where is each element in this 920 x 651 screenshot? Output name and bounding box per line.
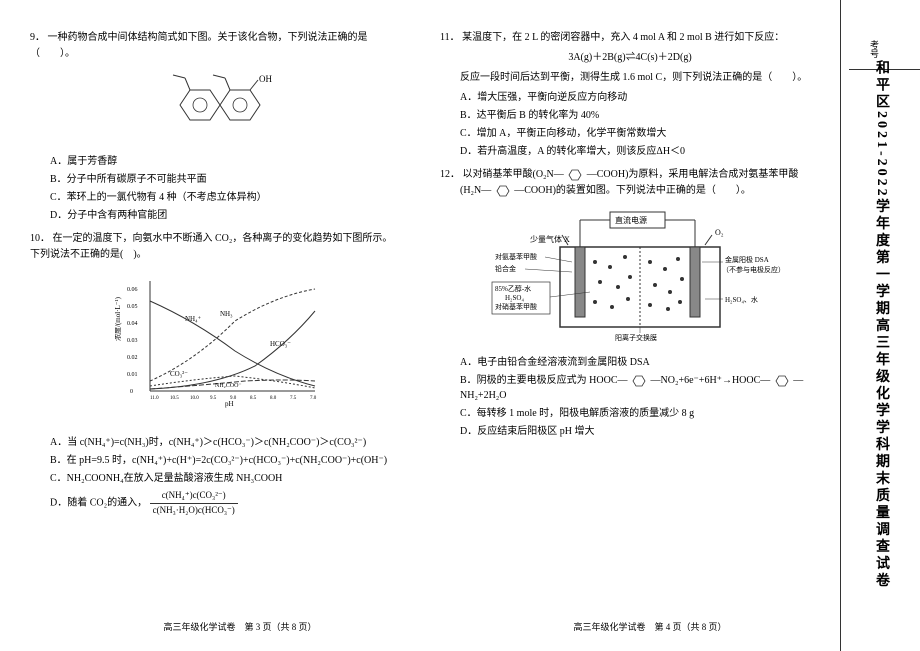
svg-text:O₂: O₂ <box>715 228 724 237</box>
svg-text:铅合金: 铅合金 <box>495 264 516 273</box>
q11-option-d: D．若升高温度，A 的转化率增大，则该反应ΔH＜0 <box>460 144 820 159</box>
benzene-icon <box>566 168 584 182</box>
question-12: 12． 以对硝基苯甲酸(O₂N— —COOH)为原料，采用电解法合成对氨基苯甲酸… <box>440 167 820 439</box>
q10-option-c: C．NH₂COONH₄在放入足量盐酸溶液生成 NH₃COOH <box>50 471 400 486</box>
q9-option-b: B．分子中所有碳原子不可能共平面 <box>50 172 400 187</box>
footer-left: 高三年级化学试卷 第 3 页（共 8 页） <box>30 620 450 633</box>
svg-text:7.0: 7.0 <box>310 396 317 401</box>
q12-b-part2: —NO₂+6e⁻+6H⁺→HOOC— <box>651 375 771 386</box>
q12-options: A．电子由铅合金经溶液流到金属阳极 DSA B．阴极的主要电极反应式为 HOOC… <box>460 355 820 439</box>
svg-text:10.0: 10.0 <box>190 396 199 401</box>
q12-b-part1: B．阴极的主要电极反应式为 HOOC— <box>460 375 628 386</box>
page-right: 11． 某温度下，在 2 L 的密闭容器中，充入 4 mol A 和 2 mol… <box>420 0 840 651</box>
concentration-chart-svg: 浓度/(mol·L⁻¹) pH 0 0.01 0.02 0.03 0.04 0.… <box>115 271 335 421</box>
svg-text:8.0: 8.0 <box>270 396 277 401</box>
svg-text:直流电源: 直流电源 <box>615 215 647 225</box>
svg-text:对硝基苯甲酸: 对硝基苯甲酸 <box>495 302 537 311</box>
svg-text:NH₄⁺: NH₄⁺ <box>185 315 202 323</box>
q9-option-a: A．属于芳香醇 <box>50 154 400 169</box>
svg-text:85%乙醇-水: 85%乙醇-水 <box>495 284 531 293</box>
q9-option-c: C．苯环上的一氯代物有 4 种（不考虑立体异构） <box>50 190 400 205</box>
benzene-icon <box>630 374 648 388</box>
svg-text:0.01: 0.01 <box>127 372 138 378</box>
q10-text: 在一定的温度下，向氨水中不断通入 CO₂，各种离子的变化趋势如下图所示。下列说法… <box>30 233 392 260</box>
q11-text2: 反应一段时间后达到平衡，测得生成 1.6 mol C，则下列说法正确的是（ ）。 <box>460 70 820 86</box>
q11-option-c: C．增加 A，平衡正向移动，化学平衡常数增大 <box>460 126 820 141</box>
svg-text:0.03: 0.03 <box>127 338 138 344</box>
q9-text: 一种药物合成中间体结构简式如下图。关于该化合物，下列说法正确的是（ ）。 <box>30 32 368 59</box>
q12-option-d: D．反应结束后阳极区 pH 增大 <box>460 424 820 439</box>
q10-number: 10． <box>30 233 50 244</box>
q12-text2b: —COOH)的装置如图。下列说法中正确的是（ ）。 <box>514 185 751 196</box>
svg-text:7.5: 7.5 <box>290 396 297 401</box>
label-name: 姓名 <box>899 40 920 70</box>
page-container: 9． 一种药物合成中间体结构简式如下图。关于该化合物，下列说法正确的是（ ）。 … <box>0 0 920 651</box>
molecule-svg: OH <box>155 70 275 140</box>
question-9: 9． 一种药物合成中间体结构简式如下图。关于该化合物，下列说法正确的是（ ）。 … <box>30 30 400 223</box>
q10-option-d: D．随着 CO₂的通入， c(NH₄⁺)c(CO₃²⁻) c(NH₃·H₂O)c… <box>50 489 400 517</box>
page-left: 9． 一种药物合成中间体结构简式如下图。关于该化合物，下列说法正确的是（ ）。 … <box>0 0 420 651</box>
svg-text:少量气体 X: 少量气体 X <box>530 234 570 244</box>
svg-text:9.5: 9.5 <box>210 396 217 401</box>
q10-options: A．当 c(NH₄⁺)=c(NH₃)时，c(NH₄⁺)＞c(HCO₃⁻)＞c(N… <box>50 435 400 517</box>
q11-equation: 3A(g)＋2B(g)⇌4C(s)＋2D(g) <box>440 50 820 66</box>
q11-option-a: A．增大压强，平衡向逆反应方向移动 <box>460 90 820 105</box>
svg-text:10.5: 10.5 <box>170 396 179 401</box>
benzene-icon <box>773 374 791 388</box>
q12-option-b: B．阴极的主要电极反应式为 HOOC— —NO₂+6e⁻+6H⁺→HOOC— —… <box>460 373 820 403</box>
svg-text:HCO₃⁻: HCO₃⁻ <box>270 340 291 348</box>
svg-text:OH: OH <box>259 74 272 84</box>
svg-text:0.05: 0.05 <box>127 304 138 310</box>
q12-device-diagram: 直流电源 <box>490 207 770 347</box>
svg-text:0.04: 0.04 <box>127 321 138 327</box>
exam-sidebar: 学校 班级 姓名 考号 和平区2021-2022学年度第一学期高三年级化学学科期… <box>840 0 920 651</box>
q9-number: 9． <box>30 32 45 43</box>
frac-numerator: c(NH₄⁺)c(CO₃²⁻) <box>150 489 238 504</box>
q11-number: 11． <box>440 32 460 43</box>
q12-line2: (H₂N— —COOH)的装置如图。下列说法中正确的是（ ）。 <box>460 183 820 199</box>
svg-text:NH₃: NH₃ <box>220 310 233 318</box>
svg-text:金属阳极 DSA: 金属阳极 DSA <box>725 255 769 264</box>
fraction: c(NH₄⁺)c(CO₃²⁻) c(NH₃·H₂O)c(HCO₃⁻) <box>150 489 238 517</box>
svg-text:8.5: 8.5 <box>250 396 257 401</box>
svg-text:（不参与电极反应）: （不参与电极反应） <box>722 265 785 274</box>
svg-text:9.0: 9.0 <box>230 396 237 401</box>
q11-text: 某温度下，在 2 L 的密闭容器中，充入 4 mol A 和 2 mol B 进… <box>462 32 784 43</box>
q12-text2: (H₂N— <box>460 185 491 196</box>
svg-text:pH: pH <box>225 400 234 408</box>
svg-text:CO₃²⁻: CO₃²⁻ <box>170 370 188 378</box>
svg-text:0.06: 0.06 <box>127 287 138 293</box>
q12-number: 12． <box>440 169 460 180</box>
frac-denominator: c(NH₃·H₂O)c(HCO₃⁻) <box>150 504 238 518</box>
q12-text1b: —COOH)为原料，采用电解法合成对氨基苯甲酸 <box>587 169 799 180</box>
q10-chart: 浓度/(mol·L⁻¹) pH 0 0.01 0.02 0.03 0.04 0.… <box>115 271 315 427</box>
benzene-icon <box>494 184 512 198</box>
svg-text:NH₂COO⁻: NH₂COO⁻ <box>215 383 242 389</box>
question-11: 11． 某温度下，在 2 L 的密闭容器中，充入 4 mol A 和 2 mol… <box>440 30 820 159</box>
svg-text:0: 0 <box>130 389 133 395</box>
q10-option-b: B．在 pH=9.5 时，c(NH₄⁺)+c(H⁺)=2c(CO₃²⁻)+c(H… <box>50 453 400 468</box>
q9-structure-diagram: OH <box>30 70 400 146</box>
q12-option-a: A．电子由铅合金经溶液流到金属阳极 DSA <box>460 355 820 370</box>
svg-text:阳离子交换膜: 阳离子交换膜 <box>615 333 657 342</box>
svg-text:浓度/(mol·L⁻¹): 浓度/(mol·L⁻¹) <box>115 296 122 341</box>
q12-text1: 以对硝基苯甲酸(O₂N— <box>463 169 564 180</box>
svg-text:0.02: 0.02 <box>127 355 138 361</box>
exam-title: 和平区2021-2022学年度第一学期高三年级化学学科期末质量调查试卷 <box>871 60 891 590</box>
q10-d-text: D．随着 CO₂的通入， <box>50 497 147 508</box>
svg-text:H₂SO₄、水: H₂SO₄、水 <box>725 295 758 304</box>
q11-options: A．增大压强，平衡向逆反应方向移动 B．达平衡后 B 的转化率为 40% C．增… <box>460 90 820 159</box>
svg-text:11.0: 11.0 <box>150 396 159 401</box>
q10-option-a: A．当 c(NH₄⁺)=c(NH₃)时，c(NH₄⁺)＞c(HCO₃⁻)＞c(N… <box>50 435 400 450</box>
footer-right: 高三年级化学试卷 第 4 页（共 8 页） <box>440 620 860 633</box>
electrolysis-svg: 直流电源 <box>490 207 790 357</box>
q12-option-c: C．每转移 1 mole 时，阳极电解质溶液的质量减少 8 g <box>460 406 820 421</box>
q9-options: A．属于芳香醇 B．分子中所有碳原子不可能共平面 C．苯环上的一氯代物有 4 种… <box>50 154 400 223</box>
question-10: 10． 在一定的温度下，向氨水中不断通入 CO₂，各种离子的变化趋势如下图所示。… <box>30 231 400 517</box>
svg-text:H₂SO₄: H₂SO₄ <box>505 294 524 302</box>
q9-option-d: D．分子中含有两种官能团 <box>50 208 400 223</box>
svg-text:对氨基苯甲酸: 对氨基苯甲酸 <box>495 252 537 261</box>
q11-option-b: B．达平衡后 B 的转化率为 40% <box>460 108 820 123</box>
